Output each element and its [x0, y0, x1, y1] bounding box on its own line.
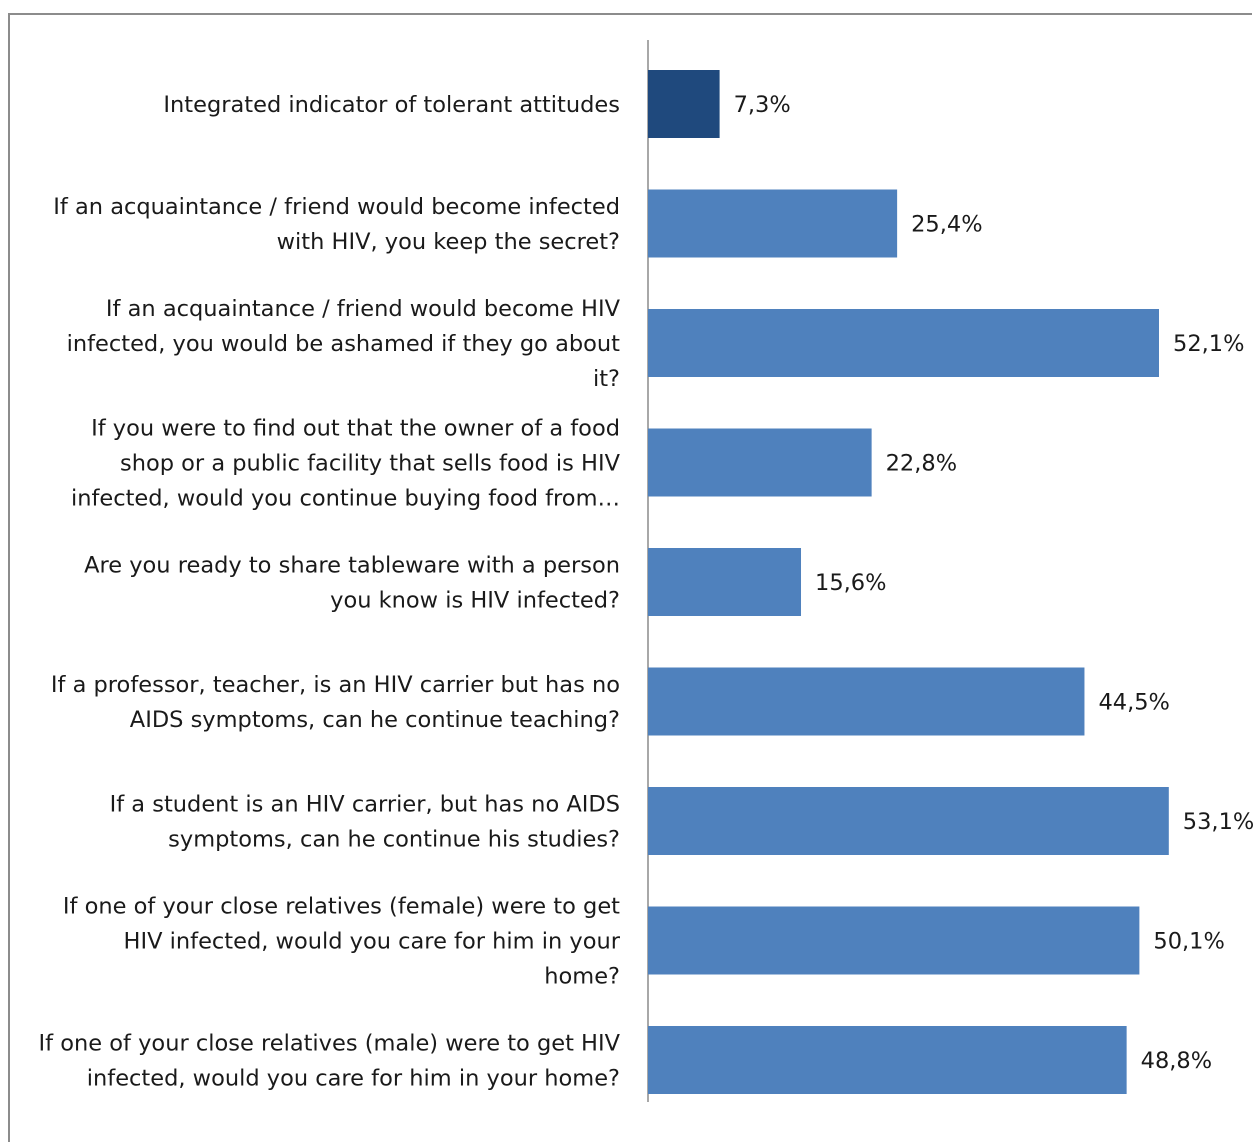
- value-label-4: 22,8%: [886, 451, 957, 477]
- value-label-3: 52,1%: [1173, 331, 1244, 357]
- bar-8: [648, 906, 1140, 975]
- category-label-4: If you were to find out that the owner o…: [71, 416, 621, 512]
- bar-1: [648, 70, 720, 138]
- category-label-9: If one of your close relatives (male) we…: [39, 1031, 621, 1092]
- value-label-5: 15,6%: [815, 570, 886, 596]
- chart-frame: [8, 13, 1252, 1142]
- bar-9: [648, 1026, 1127, 1094]
- bar-4: [648, 428, 872, 497]
- value-label-8: 50,1%: [1153, 929, 1224, 955]
- bar-6: [648, 667, 1085, 736]
- bar-7: [648, 787, 1169, 855]
- value-label-7: 53,1%: [1183, 809, 1254, 835]
- value-label-1: 7,3%: [734, 92, 791, 118]
- value-label-2: 25,4%: [911, 212, 982, 238]
- bar-3: [648, 309, 1159, 377]
- bar-5: [648, 548, 802, 616]
- category-label-1: Integrated indicator of tolerant attitud…: [163, 92, 620, 118]
- category-label-6: If a professor, teacher, is an HIV carri…: [51, 672, 620, 733]
- category-label-2: If an acquaintance / friend would become…: [53, 194, 620, 255]
- category-label-3: If an acquaintance / friend would become…: [67, 296, 621, 392]
- category-label-8: If one of your close relatives (female) …: [63, 894, 621, 990]
- category-label-5: Are you ready to share tableware with a …: [84, 553, 620, 614]
- value-label-6: 44,5%: [1098, 690, 1169, 716]
- bar-2: [648, 189, 898, 258]
- category-label-7: If a student is an HIV carrier, but has …: [110, 792, 620, 853]
- value-label-9: 48,8%: [1141, 1048, 1212, 1074]
